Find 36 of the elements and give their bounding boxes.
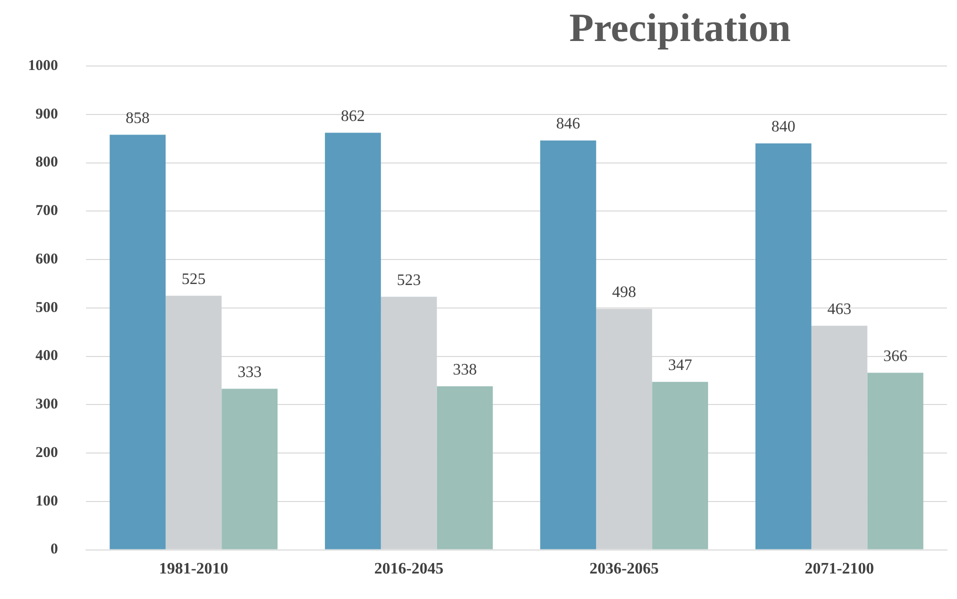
y-tick-label: 0 (50, 542, 58, 558)
y-tick-label: 900 (36, 106, 58, 122)
data-label: 846 (556, 116, 580, 133)
bar (652, 382, 708, 550)
data-label: 840 (771, 118, 796, 136)
y-tick-label: 500 (36, 300, 58, 316)
y-tick-label: 700 (36, 203, 58, 220)
bar (222, 388, 278, 550)
chart-title: Precipitation (568, 4, 792, 51)
y-tick-label: 200 (36, 444, 58, 461)
y-tick-label: 300 (36, 396, 58, 413)
data-label: 498 (612, 284, 636, 302)
bar (755, 143, 812, 550)
data-label: 333 (238, 364, 262, 381)
x-tick-label: 2016-2045 (374, 560, 444, 578)
bar (324, 132, 381, 550)
bar (110, 134, 166, 550)
y-tick-label: 400 (36, 348, 58, 364)
y-tick-label: 600 (36, 251, 58, 268)
x-tick-label: 1981-2010 (158, 560, 228, 578)
x-tick-label: 2036-2065 (589, 560, 659, 578)
x-tick-label: 2071-2100 (804, 560, 874, 578)
y-tick-label: 800 (36, 154, 58, 171)
y-tick-label: 100 (36, 493, 58, 510)
data-label: 366 (883, 348, 908, 365)
data-label: 338 (452, 361, 477, 378)
data-label: 523 (396, 272, 421, 289)
data-label: 525 (182, 271, 206, 288)
data-label: 463 (827, 301, 852, 318)
bar (436, 386, 493, 550)
bar (540, 140, 596, 550)
y-tick-label: 1000 (28, 58, 58, 74)
bar (867, 372, 924, 550)
data-label: 862 (340, 108, 365, 125)
data-label: 858 (126, 110, 150, 127)
data-label: 347 (668, 357, 692, 374)
